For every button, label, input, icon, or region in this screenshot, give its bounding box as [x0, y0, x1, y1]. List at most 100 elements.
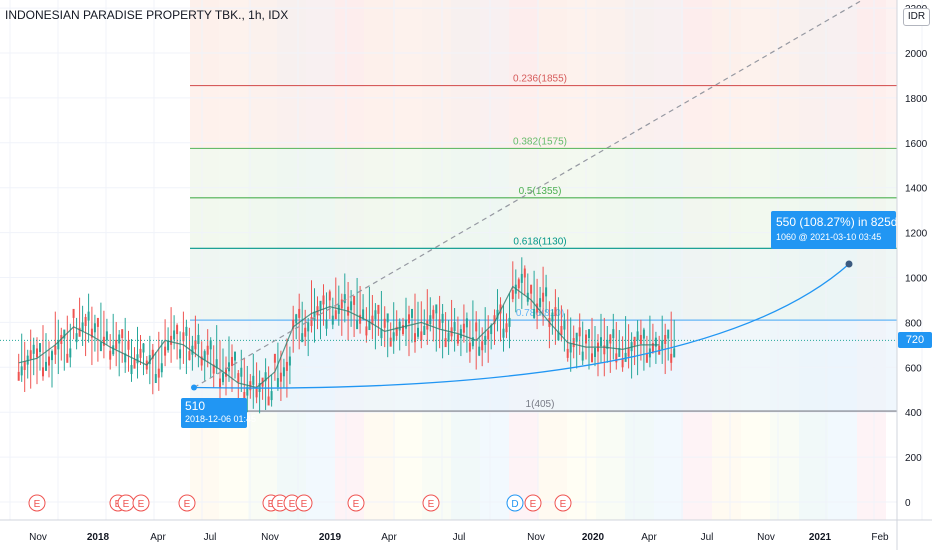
candle-body: [560, 325, 563, 335]
candle-body: [194, 340, 197, 350]
start-point-date: 2018-12-06 01:45: [185, 414, 257, 424]
candle-body: [380, 329, 383, 339]
y-tick-label: 1000: [905, 274, 928, 285]
candle-body: [209, 340, 212, 350]
candle-body: [328, 291, 331, 301]
candle-body: [386, 313, 389, 323]
earnings-marker: [347, 494, 365, 512]
earnings-marker: [178, 494, 196, 512]
candle-body: [487, 330, 490, 340]
candle-body: [240, 367, 243, 377]
candle-body: [310, 317, 313, 326]
candle-body: [600, 337, 602, 347]
y-tick-label: 2000: [905, 49, 928, 60]
candle-body: [417, 327, 419, 337]
candle-body: [304, 327, 307, 337]
candle-body: [130, 365, 133, 375]
candle-body: [511, 290, 514, 300]
candle-body: [200, 356, 203, 366]
candle-body: [475, 322, 478, 332]
y-tick-label: 1400: [905, 184, 928, 195]
candle-body: [661, 340, 664, 350]
candle-body: [102, 336, 105, 346]
candle-body: [45, 361, 47, 371]
candle-body: [264, 372, 267, 382]
candle-body: [411, 308, 413, 318]
candle-body: [157, 368, 160, 378]
candle-body: [654, 337, 657, 347]
candle-body: [142, 343, 145, 353]
candle-body: [173, 330, 176, 340]
dividend-marker: [506, 494, 524, 512]
earnings-marker: [554, 494, 572, 512]
candle-body: [69, 348, 72, 358]
candle-body: [133, 359, 136, 369]
candle-body: [292, 319, 295, 329]
candle-body: [468, 342, 471, 352]
candle-body: [322, 295, 325, 305]
candle-body: [520, 273, 523, 283]
candle-body: [627, 347, 630, 357]
candle-body: [557, 331, 560, 341]
candle-body: [356, 320, 359, 330]
candle-body: [636, 331, 639, 341]
projection-badge: 550 (108.27%) in 825d 2h 1060 @ 2021-03-…: [771, 211, 914, 249]
currency-button[interactable]: IDR: [903, 8, 930, 26]
candle-body: [48, 356, 50, 366]
candle-body: [447, 332, 450, 342]
candle-body: [282, 367, 285, 377]
candle-body: [499, 304, 502, 314]
candle-body: [435, 304, 438, 314]
candle-body: [456, 334, 459, 344]
candle-body: [279, 372, 282, 382]
x-tick-label: Feb: [871, 532, 889, 543]
candle-body: [612, 329, 615, 339]
start-point-dot: [191, 384, 197, 391]
start-point-value: 510: [185, 399, 206, 413]
candle-body: [374, 310, 377, 320]
candle-body: [569, 343, 572, 353]
candle-body: [462, 323, 465, 333]
candle-body: [270, 391, 273, 401]
candle-body: [670, 353, 673, 363]
y-tick-label: 1600: [905, 139, 928, 150]
candle-body: [585, 334, 587, 344]
fib-zone: [190, 0, 897, 86]
event-marker-label: E: [277, 499, 284, 510]
projection-target: 1060 @ 2021-03-10 03:45: [776, 232, 882, 242]
candle-body: [191, 345, 194, 355]
y-tick-label: 600: [905, 363, 922, 374]
candle-body: [17, 371, 20, 381]
candle-body: [63, 329, 66, 339]
candle-body: [267, 396, 270, 406]
candle-body: [639, 334, 642, 344]
candle-body: [594, 347, 596, 357]
candle-body: [551, 312, 554, 322]
fib-level-label: 1(405): [526, 399, 555, 410]
candle-body: [402, 325, 404, 335]
x-tick-label: Nov: [29, 532, 47, 543]
y-tick-label: 1200: [905, 229, 928, 240]
candle-body: [566, 348, 569, 358]
candle-body: [651, 343, 654, 353]
start-point-badge: 510 2018-12-06 01:45: [181, 398, 257, 428]
candle-body: [87, 311, 90, 321]
candle-body: [581, 351, 584, 361]
candle-body: [288, 356, 291, 366]
candle-body: [438, 319, 441, 329]
candle-body: [307, 322, 310, 332]
candle-body: [325, 319, 328, 329]
candle-body: [523, 268, 526, 278]
candle-body: [353, 295, 356, 305]
event-marker-label: E: [301, 499, 308, 510]
x-tick-label: Apr: [381, 532, 397, 543]
candle-body: [160, 363, 163, 373]
x-tick-label: 2018: [87, 532, 110, 543]
candle-body: [99, 342, 102, 352]
candle-body: [615, 353, 618, 363]
x-tick-label: Nov: [757, 532, 775, 543]
chart-title: INDONESIAN PARADISE PROPERTY TBK., 1h, I…: [5, 8, 289, 22]
candle-body: [20, 366, 23, 376]
candle-body: [32, 344, 35, 354]
